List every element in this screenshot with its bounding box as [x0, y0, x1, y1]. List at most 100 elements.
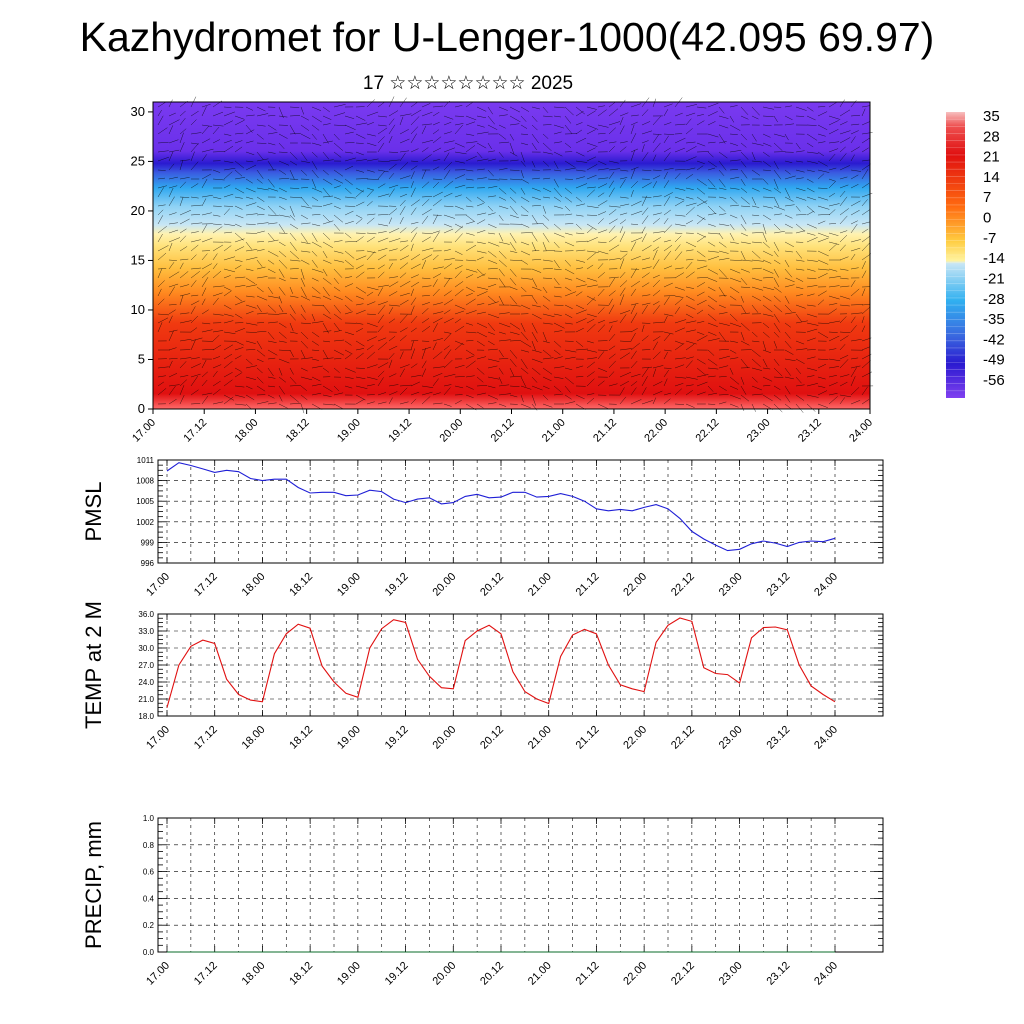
wind-arrow — [399, 401, 409, 405]
wind-arrow — [597, 211, 607, 216]
wind-arrow — [355, 189, 365, 198]
wind-arrow — [179, 258, 189, 261]
wind-arrow — [608, 160, 619, 164]
wind-arrow — [553, 223, 561, 231]
wind-arrow — [520, 367, 529, 374]
wind-arrow — [597, 263, 604, 270]
wind-arrow — [795, 268, 805, 271]
wind-arrow — [509, 286, 518, 290]
wind-arrow — [773, 367, 783, 377]
wind-arrow — [608, 345, 616, 351]
wind-arrow — [762, 295, 772, 302]
wind-arrow — [806, 124, 817, 126]
wind-arrow — [861, 163, 871, 171]
wind-arrow — [311, 124, 320, 131]
wind-arrow — [674, 147, 685, 153]
wind-arrow — [509, 385, 520, 387]
wind-arrow — [476, 392, 486, 396]
wind-arrow — [267, 286, 274, 295]
wind-arrow — [311, 304, 324, 307]
wind-arrow — [828, 335, 840, 342]
wind-arrow — [256, 376, 264, 384]
wind-arrow — [718, 160, 727, 171]
wind-arrow — [179, 110, 186, 117]
wind-arrow — [399, 116, 404, 126]
wind-arrow — [157, 317, 169, 324]
wind-arrow — [322, 169, 329, 176]
wind-arrow — [806, 268, 816, 272]
wind-arrow — [685, 304, 696, 310]
wind-arrow — [278, 331, 287, 339]
wind-arrow — [223, 286, 232, 291]
wind-arrow — [597, 349, 608, 351]
wind-arrow — [784, 160, 793, 163]
wind-arrow — [597, 105, 606, 108]
wind-arrow — [256, 158, 269, 162]
wind-arrow — [377, 377, 384, 387]
precip-frame — [157, 817, 884, 953]
wind-arrow — [355, 394, 366, 401]
wind-arrow — [531, 295, 538, 304]
wind-arrow — [443, 345, 450, 351]
wind-arrow — [839, 146, 846, 153]
wind-arrow — [344, 142, 355, 144]
wind-arrow — [443, 249, 451, 252]
wind-arrow — [663, 180, 670, 189]
wind-arrow — [234, 385, 245, 388]
wind-arrow — [509, 322, 521, 330]
wind-arrow — [773, 250, 779, 257]
wind-arrow — [817, 403, 828, 408]
pmsl-xtick-label: 20.00 — [430, 571, 458, 599]
precip-xtick-label: 22.12 — [669, 960, 697, 988]
wind-arrow — [355, 398, 365, 405]
wind-arrow — [399, 150, 410, 153]
wind-arrow — [586, 324, 596, 333]
wind-arrow — [575, 291, 583, 297]
wind-arrow — [388, 188, 395, 198]
wind-arrow — [509, 205, 518, 215]
wind-arrow — [762, 358, 768, 368]
wind-arrow — [311, 223, 321, 227]
wind-arrow — [861, 399, 870, 405]
wind-arrow — [773, 231, 785, 234]
wind-arrow — [586, 295, 596, 301]
wind-arrow — [256, 178, 263, 184]
wind-arrow — [718, 304, 726, 309]
wind-arrow — [531, 106, 540, 110]
wind-arrow — [652, 212, 662, 216]
wind-arrow — [685, 343, 695, 351]
wind-arrow — [278, 295, 283, 304]
precip-xtick-label: 17.12 — [192, 960, 220, 988]
wind-arrow — [641, 302, 651, 306]
wind-arrow — [157, 366, 169, 369]
wind-arrow — [289, 106, 300, 108]
wind-arrow — [366, 301, 376, 306]
wind-arrow — [465, 259, 477, 262]
wind-arrow — [751, 142, 764, 146]
wind-arrow — [762, 223, 767, 235]
wind-arrow — [850, 339, 862, 342]
wind-arrow — [388, 248, 398, 252]
wind-arrow — [377, 169, 389, 173]
wind-arrow — [487, 142, 492, 150]
wind-arrow — [564, 223, 574, 225]
wind-arrow — [179, 379, 187, 387]
wind-arrow — [355, 264, 364, 270]
wind-arrow — [751, 267, 762, 270]
wind-arrow — [619, 203, 630, 207]
wind-arrow — [663, 351, 668, 360]
wind-arrow — [707, 304, 715, 310]
wind-arrow — [410, 148, 419, 153]
wind-arrow — [432, 342, 437, 351]
wind-arrow — [168, 185, 178, 189]
wind-arrow — [498, 322, 511, 328]
wind-arrow — [839, 397, 846, 405]
wind-arrow — [399, 387, 408, 396]
wind-arrow — [344, 295, 353, 302]
wind-arrow — [850, 387, 860, 396]
wind-arrow — [300, 214, 309, 220]
wind-arrow — [685, 146, 697, 153]
wind-arrow — [806, 133, 818, 141]
wind-arrow — [432, 266, 444, 270]
wind-arrow — [553, 205, 563, 209]
